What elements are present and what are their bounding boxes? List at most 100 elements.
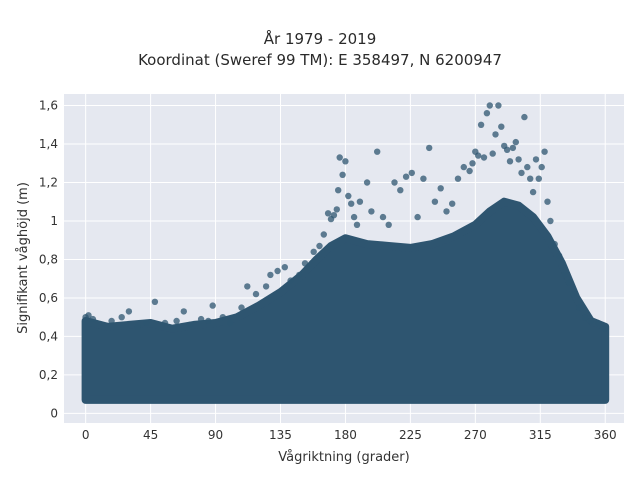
data-point [521, 113, 528, 121]
data-point [506, 158, 514, 165]
data-point [324, 210, 332, 217]
y-tick-label: 0,4 [39, 329, 58, 343]
data-point [342, 158, 349, 165]
x-tick-label: 360 [594, 428, 617, 442]
y-tick-label: 1,6 [39, 99, 58, 113]
data-point [252, 290, 260, 298]
data-point [125, 308, 133, 315]
x-tick-label: 315 [529, 428, 552, 442]
data-point [310, 248, 317, 255]
data-point [544, 198, 551, 205]
data-point [368, 208, 375, 215]
data-point [492, 131, 499, 138]
data-point [287, 277, 294, 284]
data-point [348, 200, 355, 207]
data-point [515, 156, 522, 163]
data-point [503, 146, 511, 153]
data-point [570, 290, 577, 298]
data-point [161, 319, 169, 327]
data-point [345, 192, 352, 200]
data-point [480, 154, 488, 161]
y-tick-label: 0,8 [39, 252, 58, 266]
data-point [594, 319, 602, 327]
data-point [374, 148, 381, 155]
data-point [108, 317, 115, 325]
data-point [335, 187, 342, 194]
data-point [498, 123, 505, 130]
data-point [336, 154, 343, 161]
data-point [238, 304, 245, 311]
data-point [186, 321, 193, 329]
chart-title-line-2: Koordinat (Sweref 99 TM): E 358497, N 62… [138, 51, 502, 69]
data-point [385, 221, 392, 228]
x-tick-label: 135 [269, 428, 292, 442]
y-tick-label: 1,4 [39, 137, 58, 151]
data-point [244, 283, 251, 290]
data-point [339, 171, 346, 178]
data-point [316, 242, 323, 250]
data-point [209, 302, 216, 309]
data-point [454, 175, 462, 182]
y-tick-label: 1 [50, 214, 58, 228]
data-point [350, 213, 358, 221]
chart-title-line-1: År 1979 - 2019 [263, 30, 377, 48]
data-point [524, 163, 531, 171]
x-tick-label: 90 [208, 428, 223, 442]
x-tick-label: 0 [82, 428, 90, 442]
data-point [402, 173, 410, 180]
data-point [443, 208, 450, 215]
y-tick-label: 0 [50, 406, 58, 420]
data-points [82, 102, 609, 332]
data-point [460, 163, 467, 171]
data-point [449, 200, 456, 207]
x-tick-label: 270 [464, 428, 487, 442]
data-point [551, 240, 558, 248]
data-point [587, 317, 594, 325]
data-point [281, 264, 288, 271]
data-point [512, 138, 519, 146]
data-point [527, 175, 534, 182]
data-point [414, 213, 421, 221]
data-point [486, 102, 493, 109]
y-axis-ticks: 0 0,2 0,4 0,6 0,8 1 1,2 1,4 1,6 [39, 99, 58, 421]
data-point [143, 319, 150, 327]
y-axis-label: Signifikant våghöjd (m) [16, 182, 31, 334]
data-point [320, 231, 327, 238]
y-tick-label: 1,2 [39, 176, 58, 190]
data-point [576, 304, 583, 311]
data-point [85, 312, 92, 319]
data-point [89, 315, 97, 323]
x-tick-label: 45 [143, 428, 158, 442]
data-point [408, 169, 415, 177]
data-point [529, 188, 537, 196]
data-point [561, 271, 568, 279]
data-point [420, 175, 427, 182]
x-tick-label: 180 [334, 428, 357, 442]
data-point [333, 206, 340, 213]
data-point [426, 144, 433, 152]
data-point [566, 279, 573, 286]
data-point [509, 144, 517, 152]
data-point [397, 187, 404, 194]
data-point [495, 102, 502, 109]
data-point [353, 221, 361, 228]
data-point [437, 185, 444, 192]
data-point [489, 150, 496, 157]
x-axis-label: Vågriktning (grader) [278, 450, 409, 465]
data-point [547, 217, 554, 225]
data-point [475, 152, 482, 159]
data-point [330, 212, 338, 219]
data-point [267, 271, 274, 279]
data-point [541, 148, 548, 155]
x-tick-label: 225 [399, 428, 422, 442]
data-point [602, 325, 609, 332]
data-point [431, 198, 439, 205]
data-point [274, 267, 281, 275]
data-point [180, 308, 187, 315]
data-point [151, 298, 159, 305]
data-point [538, 163, 545, 171]
data-point [226, 319, 234, 327]
data-point [262, 283, 270, 290]
data-point [469, 160, 476, 167]
